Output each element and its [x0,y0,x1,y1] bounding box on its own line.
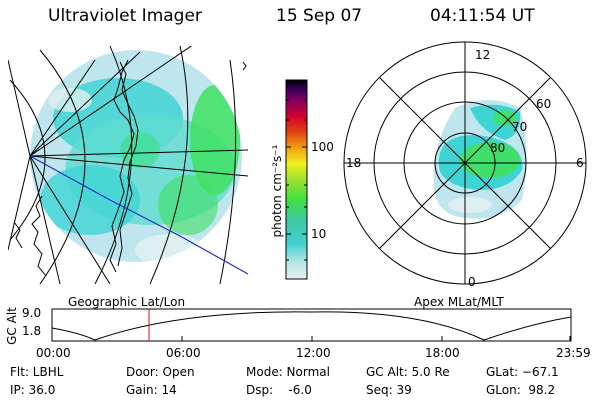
colorbar-ticks [286,99,307,261]
mlt-label-0: 0 [468,275,476,289]
mlt-label-12: 12 [475,48,491,62]
geo-grid [8,46,248,284]
info-door: Door: Open [126,365,195,379]
geo-coastline [13,59,139,277]
info-seq: Seq: 39 [366,383,412,397]
time-label: 04:11:54 UT [430,6,535,26]
date-label: 15 Sep 07 [276,6,363,26]
mlat-label-70: 70 [512,120,528,134]
colorbar-tick-10: 10 [311,227,327,241]
altitude-xtick-2359: 23:59 [556,346,591,360]
info-glon: GLon: 98.2 [486,383,556,397]
corner-tick [242,61,247,71]
info-flt: Flt: LBHL [10,365,64,379]
info-ip: IP: 36.0 [10,383,56,397]
colorbar-tick-100: 100 [311,140,334,154]
polar-grid [343,41,587,285]
altitude-ytick-bottom: 1.8 [22,324,42,338]
geographic-caption: Geographic Lat/Lon [68,295,186,309]
altitude-xtick-1200: 12:00 [296,346,331,360]
altitude-xtick-1800: 18:00 [425,346,460,360]
info-glat: GLat: −67.1 [486,365,559,379]
mlat-label-80: 80 [490,141,506,155]
altitude-ylabel: GC Alt [5,307,19,345]
info-gain: Gain: 14 [126,383,177,397]
mlt-label-6: 6 [576,156,584,170]
instrument-title: Ultraviolet Imager [48,6,202,26]
altitude-xticks [51,336,571,341]
altitude-ytick-top: 9.0 [22,306,42,320]
altitude-curve [51,311,572,341]
polar-caption: Apex MLat/MLT [414,295,504,309]
mlt-label-18: 18 [346,156,362,170]
polar-emission-image [433,100,527,219]
orbit-track [29,155,249,275]
info-mode: Mode: Normal [246,365,330,379]
altitude-xtick-0600: 06:00 [166,346,201,360]
altitude-xtick-0000: 00:00 [36,346,71,360]
geo-emission-image [30,50,242,262]
info-dsp: Dsp: -6.0 [246,383,312,397]
info-gcalt: GC Alt: 5.0 Re [366,365,450,379]
mlat-label-60: 60 [536,97,552,111]
colorbar-gradient [285,79,308,280]
